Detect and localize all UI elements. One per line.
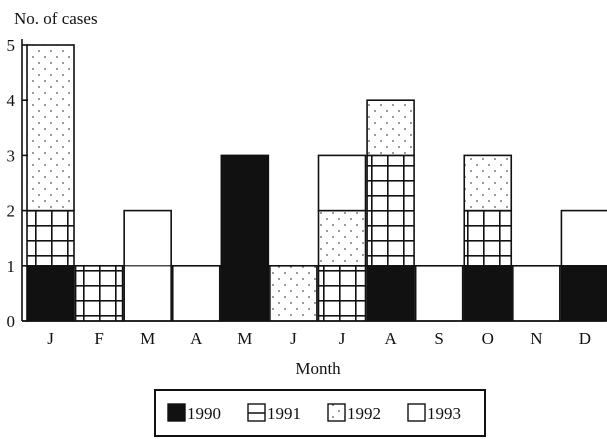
bar-j-1-1990 [26,264,75,322]
legend-label-1993: 1993 [427,404,461,423]
legend: 1990 1991 1992 1993 [154,389,486,437]
y-tick-label: 4 [7,91,16,110]
x-tick-label: O [482,329,494,348]
y-axis-title: No. of cases [14,9,98,28]
y-ticks: 0 1 2 3 4 5 [7,36,28,331]
bar-m-5-1990 [220,154,270,322]
x-tick-label: M [140,329,155,348]
y-tick-label: 5 [7,36,16,55]
x-axis-title: Month [295,359,341,378]
bar-d-12-1990 [560,264,607,322]
bar-a-8-1992 [366,99,415,157]
x-tick-label: A [190,329,203,348]
legend-swatch-1992 [327,403,346,422]
legend-label-1992: 1992 [347,404,381,423]
y-tick-label: 0 [7,312,16,331]
legend-label-1991: 1991 [267,404,301,423]
bar-f-2-1991 [74,264,124,322]
legend-frame [154,389,486,437]
axes [21,39,605,322]
bar-j-1-1991 [26,209,75,267]
x-tick-label: F [94,329,103,348]
x-tick-label: A [384,329,397,348]
bar-o-10-1992 [463,154,513,212]
y-tick-label: 3 [7,146,16,165]
legend-swatch-1993 [407,403,426,422]
bar-a-4-1993 [171,264,221,322]
x-tick-label: S [434,329,443,348]
bar-j-6-1992 [269,264,318,322]
bar-a-8-1990 [366,264,415,322]
x-tick-label: J [290,329,297,348]
bar-n-11-1993 [512,264,561,322]
bar-j-7-1993 [317,154,367,212]
x-tick-label: D [579,329,591,348]
x-tick-label: M [237,329,252,348]
bar-d-12-1993 [560,209,607,267]
bar-o-10-1991 [463,209,513,267]
legend-swatch-1990 [167,403,186,422]
x-tick-label: J [339,329,346,348]
y-tick-label: 2 [7,202,16,221]
bar-o-10-1990 [463,264,513,322]
y-tick-label: 1 [7,257,16,276]
bar-j-1-1992 [26,44,75,212]
legend-label-1990: 1990 [187,404,221,423]
bars [26,44,607,322]
x-tick-label: N [530,329,542,348]
bar-j-7-1991 [317,264,367,322]
bar-a-8-1991 [366,154,415,267]
bar-s-9-1993 [414,264,464,322]
bar-j-7-1992 [317,209,367,267]
x-tick-label: J [47,329,54,348]
